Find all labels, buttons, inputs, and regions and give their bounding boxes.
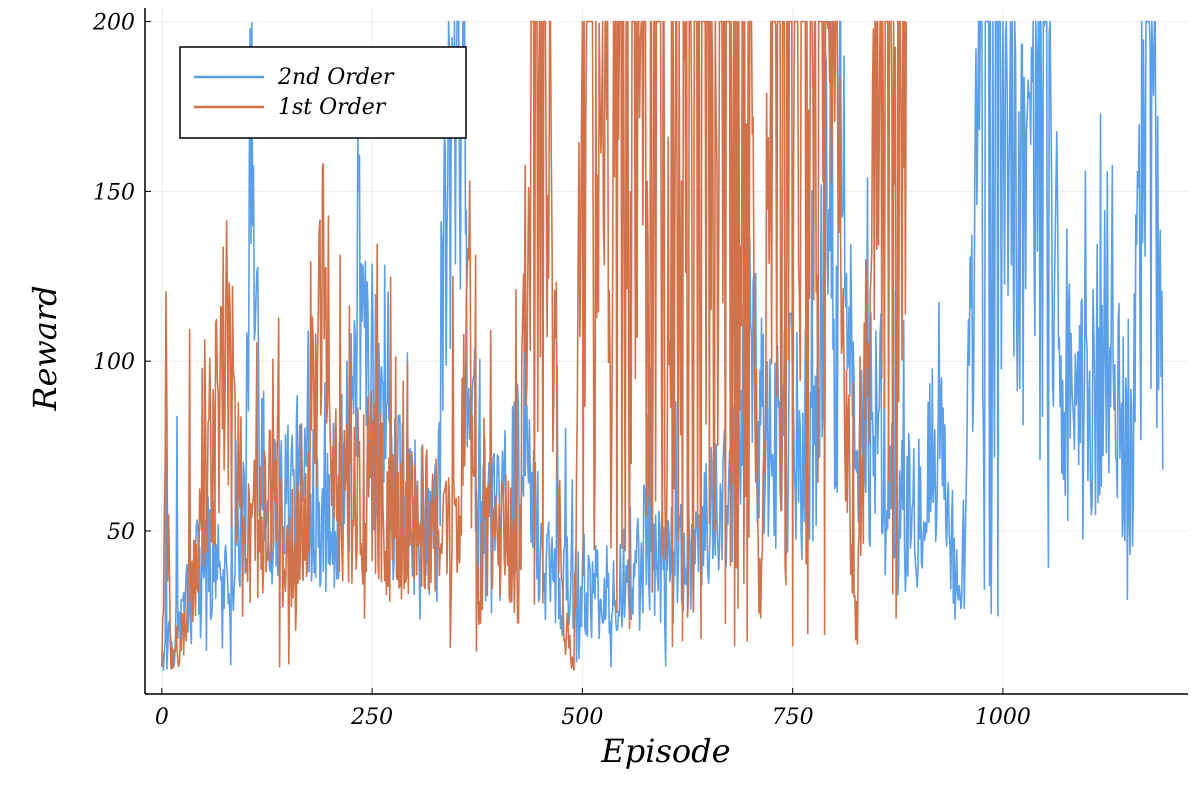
x-tick-label: 500 — [561, 705, 603, 730]
x-tick-label: 0 — [155, 705, 169, 730]
y-axis-title: Reward — [26, 285, 64, 411]
series-lines — [161, 20, 1164, 671]
x-axis-title: Episode — [600, 732, 730, 770]
x-tick-label: 1000 — [975, 705, 1031, 730]
tick-labels: 0 250 500 750 1000 50 100 150 200 — [92, 11, 1031, 730]
y-tick-label: 200 — [92, 11, 135, 36]
y-tick-label: 150 — [93, 180, 135, 205]
series-line-1st-order — [161, 20, 907, 671]
legend: 2nd Order 1st Order — [179, 46, 467, 139]
y-tick-label: 50 — [107, 520, 135, 545]
legend-box — [179, 46, 467, 139]
legend-label-2nd-order: 2nd Order — [277, 65, 395, 90]
x-tick-label: 750 — [772, 705, 814, 730]
y-tick-label: 100 — [93, 350, 135, 375]
x-tick-label: 250 — [350, 705, 393, 730]
axes — [144, 8, 1188, 695]
legend-label-1st-order: 1st Order — [278, 95, 387, 120]
